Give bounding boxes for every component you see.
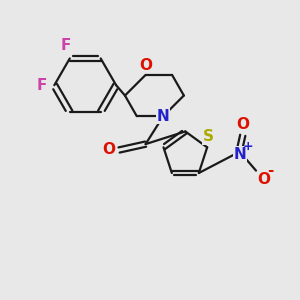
Text: N: N <box>233 147 246 162</box>
Text: O: O <box>139 58 152 73</box>
Text: F: F <box>37 78 47 93</box>
Text: O: O <box>257 172 271 187</box>
Text: O: O <box>236 117 249 132</box>
Text: -: - <box>267 163 273 178</box>
Text: O: O <box>103 142 116 158</box>
Text: +: + <box>243 140 254 153</box>
Text: N: N <box>157 109 169 124</box>
Text: F: F <box>60 38 70 53</box>
Text: S: S <box>203 129 214 144</box>
